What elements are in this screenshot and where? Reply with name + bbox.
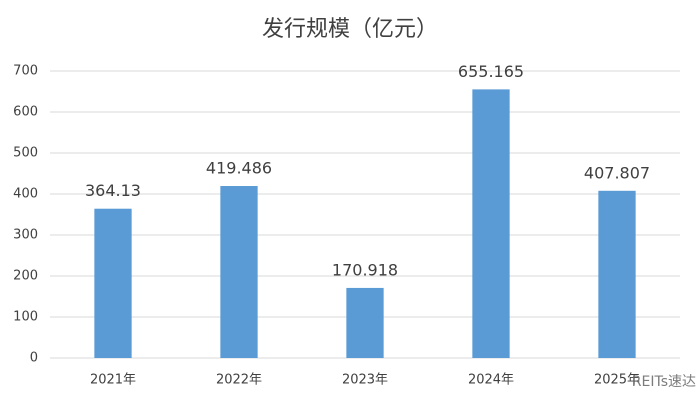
y-tick-label: 400	[13, 187, 38, 202]
bar	[94, 208, 132, 358]
x-tick-label: 2021年	[90, 373, 136, 388]
watermark: REITs速达	[632, 374, 696, 390]
bar	[598, 190, 636, 358]
bar	[346, 287, 384, 358]
y-tick-label: 0	[30, 351, 38, 366]
data-label: 419.486	[206, 159, 272, 178]
data-label: 364.13	[85, 181, 141, 200]
y-tick-label: 700	[13, 64, 38, 79]
chart-title: 发行规模（亿元）	[262, 17, 438, 42]
y-tick-label: 300	[13, 228, 38, 243]
data-label: 655.165	[458, 62, 524, 81]
y-tick-label: 100	[13, 310, 38, 325]
x-tick-label: 2022年	[216, 373, 262, 388]
y-tick-label: 600	[13, 105, 38, 120]
y-tick-label: 500	[13, 146, 38, 161]
bar	[220, 186, 258, 358]
y-tick-label: 200	[13, 269, 38, 284]
x-tick-label: 2024年	[468, 373, 514, 388]
data-label: 407.807	[584, 163, 650, 182]
x-tick-label: 2023年	[342, 373, 388, 388]
data-label: 170.918	[332, 260, 398, 279]
x-tick-label: 2025年	[594, 373, 640, 388]
bar	[472, 89, 510, 358]
